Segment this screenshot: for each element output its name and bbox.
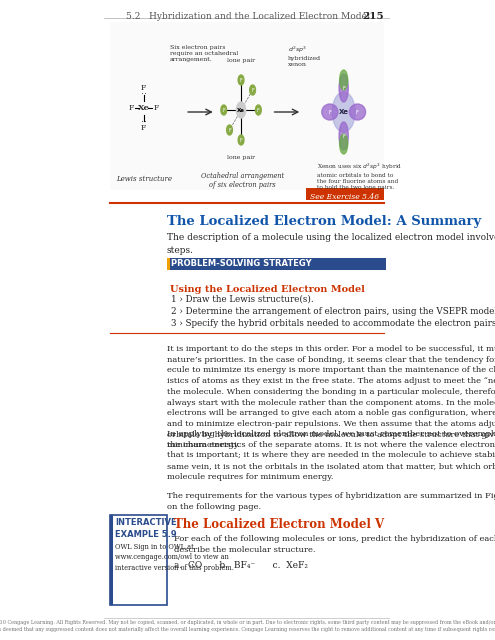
FancyBboxPatch shape [110, 515, 167, 605]
Text: F: F [342, 134, 345, 138]
Text: ··: ·· [141, 89, 147, 99]
Ellipse shape [340, 70, 347, 90]
Text: lone pair: lone pair [227, 155, 255, 160]
Circle shape [221, 105, 227, 115]
Text: F: F [328, 109, 332, 115]
Text: F: F [251, 88, 254, 93]
Ellipse shape [322, 104, 338, 120]
Text: Using the Localized Electron Model: Using the Localized Electron Model [170, 285, 364, 294]
Text: For each of the following molecules or ions, predict the hybridization of each a: For each of the following molecules or i… [174, 535, 495, 554]
Text: F: F [228, 127, 231, 132]
Text: Six electron pairs
require an octahedral
arrangement.: Six electron pairs require an octahedral… [170, 45, 238, 61]
Circle shape [332, 92, 355, 132]
Text: Octahedral arrangement
of six electron pairs: Octahedral arrangement of six electron p… [201, 172, 284, 189]
Text: Xe: Xe [237, 108, 245, 113]
Text: The Localized Electron Model V: The Localized Electron Model V [174, 518, 384, 531]
Text: 1 › Draw the Lewis structure(s).: 1 › Draw the Lewis structure(s). [171, 295, 314, 304]
Text: Lewis structure: Lewis structure [116, 175, 172, 183]
Text: F: F [128, 104, 134, 112]
Text: F: F [141, 124, 146, 132]
Text: In applying the localized electron model, we must remember not to overemphasize
: In applying the localized electron model… [167, 430, 495, 481]
Text: Xenon uses six $d^2sp^3$ hybrid
atomic orbitals to bond to
the four fluorine ato: Xenon uses six $d^2sp^3$ hybrid atomic o… [317, 162, 402, 189]
Text: Xe: Xe [339, 109, 348, 115]
Circle shape [238, 75, 244, 85]
Text: PROBLEM-SOLVING STRATEGY: PROBLEM-SOLVING STRATEGY [171, 259, 312, 268]
Text: Copyright 2010 Cengage Learning. All Rights Reserved. May not be copied, scanned: Copyright 2010 Cengage Learning. All Rig… [0, 620, 495, 632]
Ellipse shape [340, 134, 347, 154]
FancyBboxPatch shape [110, 515, 113, 605]
Text: lone pair: lone pair [227, 58, 255, 63]
Text: 2 › Determine the arrangement of electron pairs, using the VSEPR model.: 2 › Determine the arrangement of electro… [171, 307, 495, 316]
Text: The description of a molecule using the localized electron model involves three : The description of a molecule using the … [167, 233, 495, 255]
Text: INTERACTIVE
EXAMPLE 5.9: INTERACTIVE EXAMPLE 5.9 [115, 518, 176, 539]
Circle shape [255, 105, 261, 115]
Circle shape [238, 135, 244, 145]
Text: OWL Sign in to OWL at
www.cengage.com/owl to view an
interactive version of this: OWL Sign in to OWL at www.cengage.com/ow… [115, 543, 234, 572]
Circle shape [249, 85, 255, 95]
Ellipse shape [339, 122, 348, 150]
Text: ··: ·· [141, 117, 147, 127]
Text: The Localized Electron Model: A Summary: The Localized Electron Model: A Summary [167, 215, 481, 228]
Text: F: F [153, 104, 159, 112]
Text: See Exercise 5.46: See Exercise 5.46 [310, 193, 379, 201]
Text: a.  CO      b.  BF₄⁻      c.  XeF₂: a. CO b. BF₄⁻ c. XeF₂ [174, 561, 307, 570]
Text: F: F [240, 138, 243, 143]
Text: 215: 215 [362, 12, 384, 21]
Text: 5.2   Hybridization and the Localized Electron Model: 5.2 Hybridization and the Localized Elec… [126, 12, 369, 21]
Text: It is important to do the steps in this order. For a model to be successful, it : It is important to do the steps in this … [167, 345, 495, 449]
Text: $d^2sp^3$
hybridized
xenon: $d^2sp^3$ hybridized xenon [288, 45, 321, 67]
FancyBboxPatch shape [306, 188, 384, 200]
FancyBboxPatch shape [167, 258, 170, 270]
FancyBboxPatch shape [167, 258, 386, 270]
Circle shape [237, 102, 246, 118]
Text: F: F [257, 108, 260, 113]
Text: 3 › Specify the hybrid orbitals needed to accommodate the electron pairs.: 3 › Specify the hybrid orbitals needed t… [171, 319, 495, 328]
Text: F: F [141, 84, 146, 92]
Ellipse shape [339, 74, 348, 102]
FancyBboxPatch shape [110, 22, 384, 190]
Text: F: F [222, 108, 225, 113]
Text: The requirements for the various types of hybridization are summarized in Fig. 5: The requirements for the various types o… [167, 492, 495, 511]
Circle shape [227, 125, 233, 135]
Text: Xe: Xe [138, 104, 149, 112]
Text: F: F [356, 109, 359, 115]
Text: F: F [240, 77, 243, 83]
Ellipse shape [349, 104, 366, 120]
Text: F: F [342, 86, 345, 90]
